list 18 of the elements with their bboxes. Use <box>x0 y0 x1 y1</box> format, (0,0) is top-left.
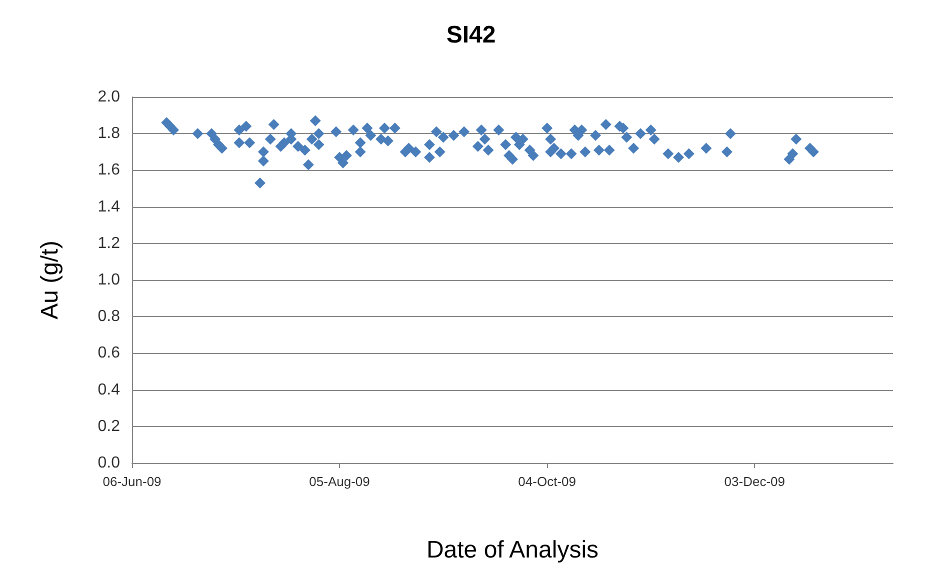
y-tick-label: 1.6 <box>98 162 120 179</box>
y-tick-label: 1.2 <box>98 234 120 252</box>
x-tick-label: 05-Aug-09 <box>309 474 370 489</box>
y-tick-label: 0.4 <box>98 381 120 398</box>
y-tick-label: 1.4 <box>98 198 120 216</box>
y-tick-label: 0.8 <box>98 308 120 326</box>
x-tick-label: 03-Dec-09 <box>724 474 785 489</box>
y-axis-title: Au (g/t) <box>36 240 64 320</box>
y-tick-label: 0.6 <box>98 344 120 362</box>
y-tick-label: 0.0 <box>98 454 120 472</box>
x-tick-label: 04-Oct-09 <box>518 474 576 489</box>
y-tick-label: 1.8 <box>98 125 120 142</box>
y-tick-label: 0.2 <box>98 418 120 435</box>
y-tick-label: 2.0 <box>98 88 120 106</box>
chart-title: SI42 <box>446 22 496 48</box>
x-tick-label: 06-Jun-09 <box>102 474 162 489</box>
x-axis-title: Date of Analysis <box>426 536 599 564</box>
y-tick-label: 1.0 <box>98 272 120 288</box>
